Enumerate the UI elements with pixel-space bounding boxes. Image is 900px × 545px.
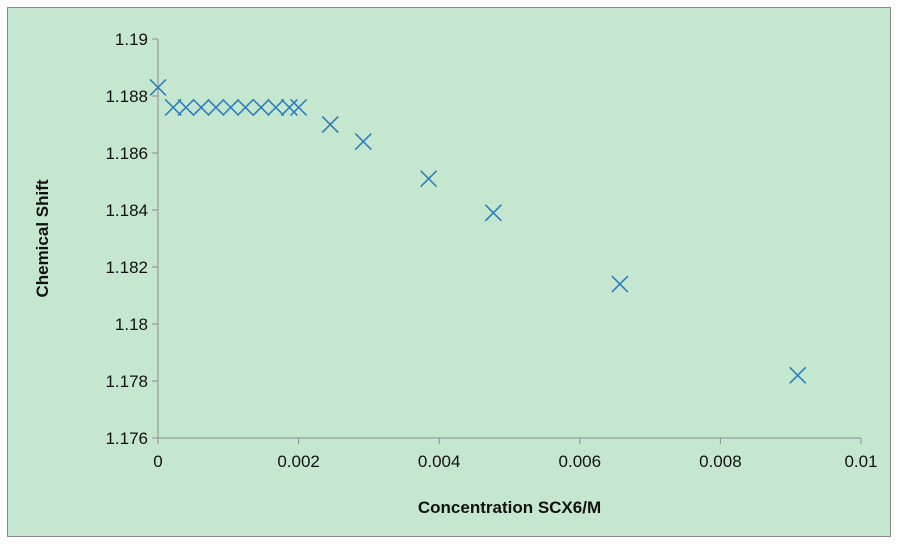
y-tick-label: 1.186 [105, 144, 148, 163]
y-tick-label: 1.19 [115, 30, 148, 49]
x-tick-label: 0.004 [418, 452, 461, 471]
data-point [321, 115, 339, 134]
data-point [611, 275, 629, 293]
x-tick-label: 0.008 [699, 452, 742, 471]
y-tick-label: 1.184 [105, 201, 148, 220]
data-point [236, 98, 255, 116]
data-point [149, 78, 167, 97]
data-point [267, 98, 285, 116]
data-point [484, 204, 502, 222]
x-tick-label: 0.002 [277, 452, 320, 471]
y-tick-label: 1.18 [115, 315, 148, 334]
x-tick-label: 0.006 [559, 452, 602, 471]
data-point [177, 98, 195, 116]
data-point [354, 133, 372, 151]
y-tick-label: 1.182 [105, 258, 148, 277]
data-point [222, 98, 240, 116]
y-tick-label: 1.178 [105, 372, 148, 391]
y-axis-title: Chemical Shift [33, 179, 52, 297]
x-tick-label: 0.01 [844, 452, 877, 471]
y-tick-label: 1.188 [105, 87, 148, 106]
x-axis-title: Concentration SCX6/M [418, 498, 601, 517]
data-point [420, 170, 438, 188]
axes [157, 39, 861, 439]
ticks: 1.176 1.178 1.18 1.182 1.184 1.186 1.188 1.19 0 0… [105, 30, 877, 471]
data-point [252, 98, 270, 116]
data-point [207, 98, 225, 116]
data-point [192, 98, 210, 116]
chart-area: 1.176 1.178 1.18 1.182 1.184 1.186 1.188 1.19 0 0… [7, 7, 891, 537]
y-tick-label: 1.176 [105, 429, 148, 448]
data-point [789, 366, 807, 384]
data-point [290, 98, 308, 116]
data-points [149, 78, 807, 384]
x-tick-label: 0 [153, 452, 162, 471]
data-point [280, 98, 298, 116]
scatter-chart: 1.176 1.178 1.18 1.182 1.184 1.186 1.188 1.19 0 0… [33, 30, 878, 517]
data-point [164, 98, 182, 116]
